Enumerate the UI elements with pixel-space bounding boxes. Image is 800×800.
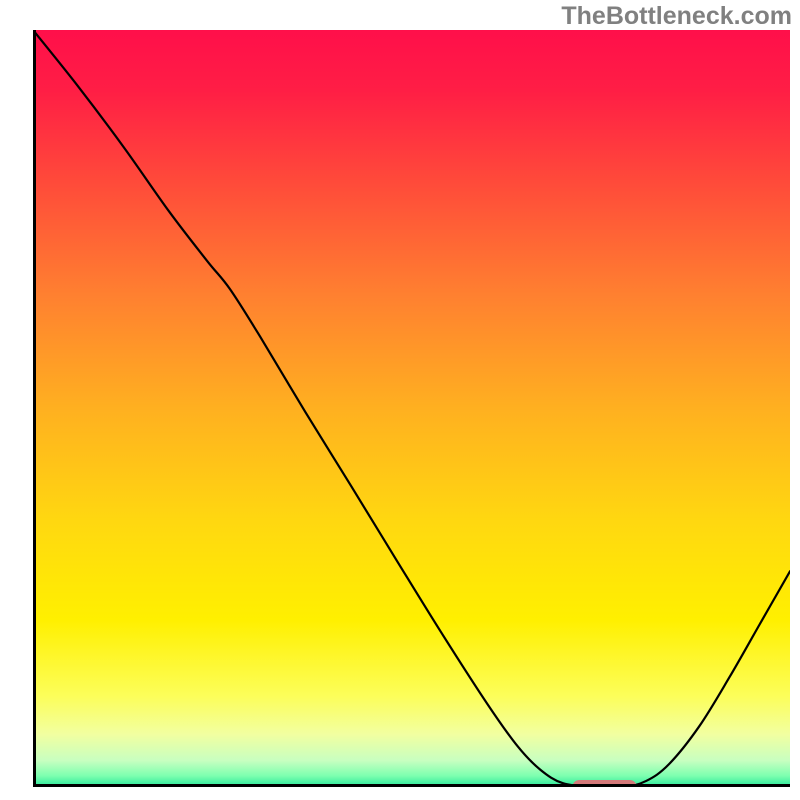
gradient-background (33, 30, 790, 787)
plot-area (33, 30, 790, 787)
chart-svg (33, 30, 790, 787)
chart-container: TheBottleneck.com (0, 0, 800, 800)
watermark-text: TheBottleneck.com (561, 2, 792, 31)
